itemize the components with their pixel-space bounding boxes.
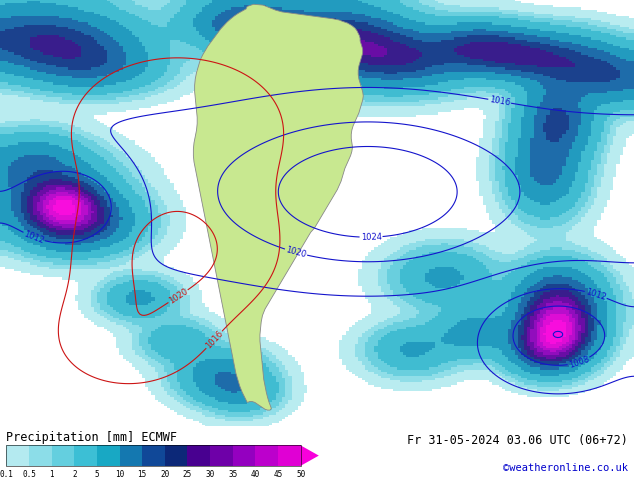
Text: 2: 2 — [72, 469, 77, 479]
Text: 0.5: 0.5 — [22, 469, 36, 479]
Bar — [74, 445, 97, 466]
Bar — [29, 445, 51, 466]
Bar — [188, 445, 210, 466]
Bar — [210, 445, 233, 466]
Bar — [256, 445, 278, 466]
Text: 1: 1 — [49, 469, 54, 479]
Bar — [165, 445, 188, 466]
Bar — [142, 445, 165, 466]
Text: 30: 30 — [205, 469, 215, 479]
Text: 10: 10 — [115, 469, 124, 479]
Text: 1020: 1020 — [285, 245, 307, 260]
Text: 50: 50 — [296, 469, 306, 479]
Text: 45: 45 — [273, 469, 283, 479]
Bar — [6, 445, 301, 466]
Bar — [233, 445, 256, 466]
Text: 0.1: 0.1 — [0, 469, 13, 479]
Text: 1016: 1016 — [488, 95, 511, 107]
Polygon shape — [301, 445, 319, 466]
Text: 40: 40 — [251, 469, 260, 479]
Text: 1012: 1012 — [585, 287, 607, 302]
Polygon shape — [193, 4, 363, 410]
Bar — [97, 445, 120, 466]
Text: Fr 31-05-2024 03.06 UTC (06+72): Fr 31-05-2024 03.06 UTC (06+72) — [407, 434, 628, 447]
Text: 1024: 1024 — [361, 232, 382, 242]
Bar — [6, 445, 29, 466]
Text: Precipitation [mm] ECMWF: Precipitation [mm] ECMWF — [6, 431, 178, 444]
Text: 25: 25 — [183, 469, 192, 479]
Text: 1008: 1008 — [567, 354, 590, 369]
Text: 1020: 1020 — [167, 287, 190, 306]
Bar — [51, 445, 74, 466]
Text: 15: 15 — [138, 469, 147, 479]
Bar — [278, 445, 301, 466]
Text: 35: 35 — [228, 469, 237, 479]
Text: 20: 20 — [160, 469, 169, 479]
Text: 1016: 1016 — [204, 329, 224, 350]
Bar — [120, 445, 142, 466]
Text: 1012: 1012 — [23, 229, 46, 245]
Text: ©weatheronline.co.uk: ©weatheronline.co.uk — [503, 463, 628, 473]
Text: 5: 5 — [94, 469, 100, 479]
